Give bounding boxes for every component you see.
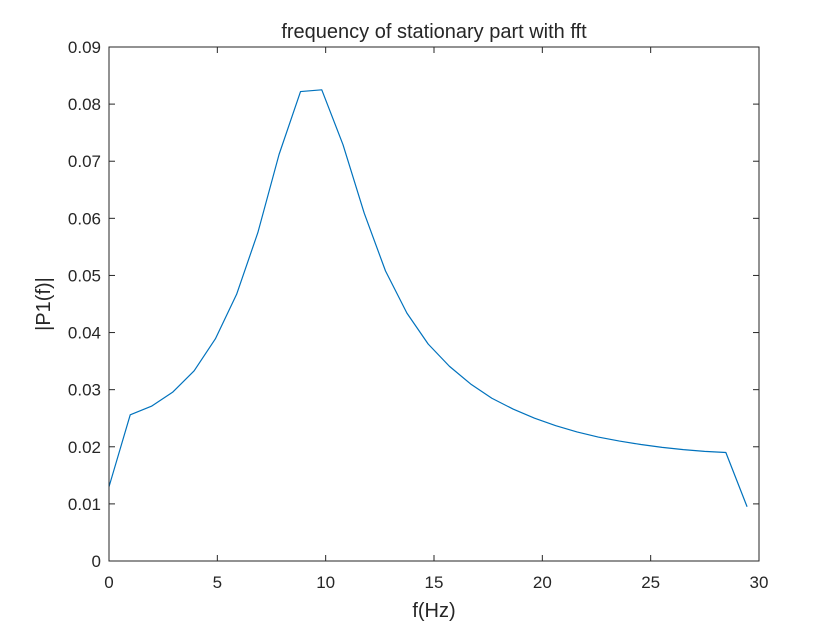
x-tick-label: 10 (316, 573, 335, 592)
y-tick-label: 0 (92, 552, 101, 571)
y-tick-label: 0.02 (68, 438, 101, 457)
y-tick-label: 0.04 (68, 324, 101, 343)
x-tick-label: 30 (750, 573, 769, 592)
y-axis-label: |P1(f)| (33, 277, 55, 331)
chart-title: frequency of stationary part with fft (281, 21, 587, 43)
tick-labels: 0 5 10 15 20 25 30 0 0.01 0.02 0.03 0.04 0.05 0.06 0.0… (68, 38, 769, 592)
x-tick-label: 5 (213, 573, 222, 592)
y-tick-label: 0.07 (68, 152, 101, 171)
x-axis-label: f(Hz) (412, 600, 455, 622)
x-tick-label: 25 (641, 573, 660, 592)
y-tick-label: 0.09 (68, 38, 101, 57)
plot-background (109, 47, 759, 561)
series-layer (108, 89, 748, 507)
x-tick-label: 15 (425, 573, 444, 592)
x-tick-label: 0 (104, 573, 113, 592)
y-tick-label: 0.06 (68, 209, 101, 228)
y-tick-label: 0.08 (68, 95, 101, 114)
series-line (108, 89, 748, 507)
y-tick-label: 0.05 (68, 266, 101, 285)
y-tick-label: 0.01 (68, 495, 101, 514)
y-tick-label: 0.03 (68, 381, 101, 400)
plot-frame (108, 46, 760, 562)
x-tick-label: 20 (533, 573, 552, 592)
